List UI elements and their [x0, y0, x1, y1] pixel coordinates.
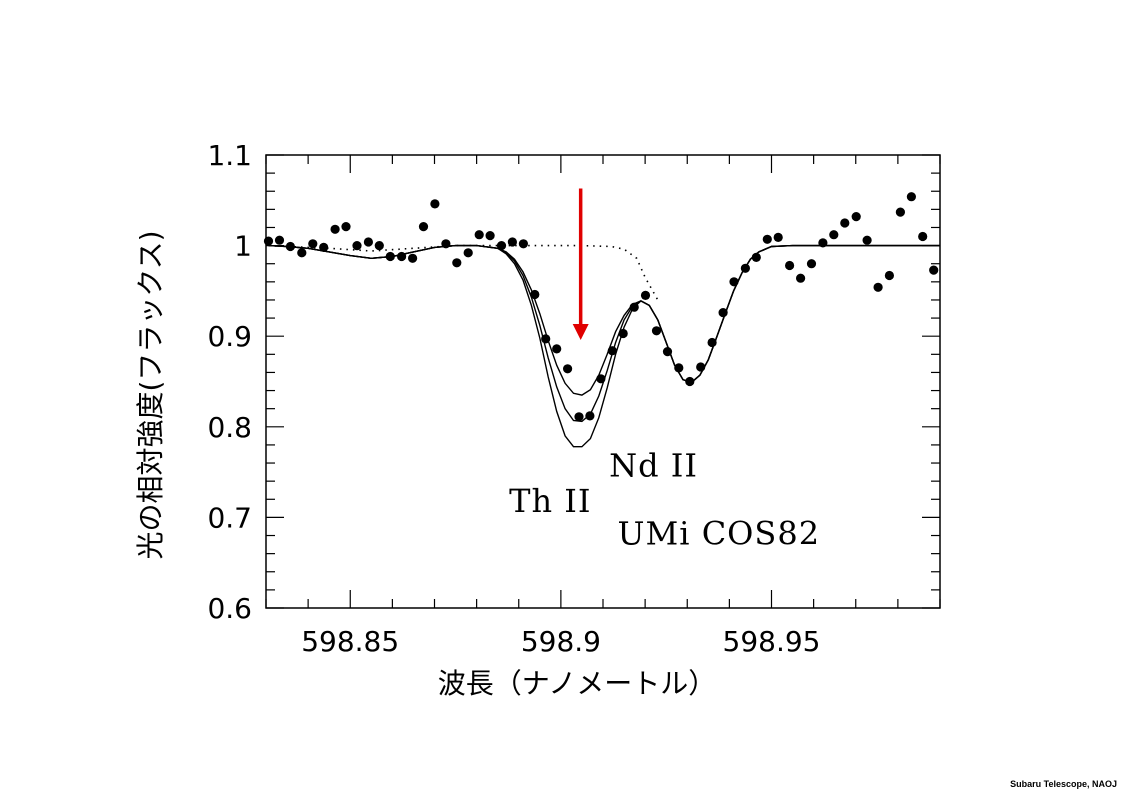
annotation-th-ii: Th II — [509, 482, 591, 520]
data-point — [330, 224, 340, 234]
x-tick-label: 598.85 — [301, 625, 399, 658]
data-point — [363, 237, 373, 247]
observed-points — [263, 192, 939, 422]
th-line-arrow — [572, 188, 589, 341]
data-point — [308, 239, 318, 249]
data-point — [685, 376, 695, 387]
data-point — [430, 199, 440, 209]
data-point — [374, 241, 384, 251]
data-point — [385, 251, 395, 262]
y-tick-label: 1 — [234, 230, 252, 263]
data-point — [463, 248, 473, 258]
data-point — [829, 230, 839, 240]
data-point — [929, 265, 939, 275]
x-tick-label: 598.95 — [723, 625, 821, 658]
data-point — [485, 231, 495, 241]
credit-text: Subaru Telescope, NAOJ — [1010, 779, 1117, 789]
y-tick-label: 0.7 — [207, 501, 252, 534]
data-point — [884, 270, 895, 281]
data-point — [662, 347, 673, 357]
data-point — [596, 374, 606, 384]
x-tick-label: 598.9 — [521, 625, 601, 658]
data-point — [618, 328, 628, 339]
arrow-head — [572, 324, 589, 341]
tick-labels: 598.85 598.9 598.95 0.6 0.7 0.8 0.9 1 1.1 — [207, 139, 820, 658]
y-axis-title: 光の相対強度(フラックス) — [134, 230, 167, 559]
data-point — [918, 231, 928, 242]
data-point — [607, 346, 617, 356]
data-point — [285, 241, 295, 252]
data-point — [574, 412, 584, 422]
data-point — [341, 222, 351, 232]
data-point — [541, 334, 551, 344]
data-point — [696, 362, 706, 372]
data-point — [297, 248, 307, 258]
data-point — [319, 242, 329, 252]
data-point — [895, 207, 906, 217]
data-point — [785, 260, 795, 271]
data-point — [851, 212, 861, 222]
data-point — [274, 235, 285, 245]
data-point — [629, 302, 639, 312]
data-point — [762, 234, 772, 244]
data-point — [496, 241, 507, 251]
data-point — [751, 252, 761, 262]
y-tick-label: 0.8 — [207, 411, 252, 444]
data-point — [651, 326, 662, 336]
data-point — [518, 239, 529, 249]
data-point — [563, 364, 573, 374]
annotation-star-name: UMi COS82 — [618, 515, 821, 553]
data-point — [674, 363, 684, 373]
synthetic-curve-3 — [268, 244, 940, 448]
data-point — [452, 258, 462, 268]
annotation-nd-ii: Nd II — [609, 447, 698, 485]
data-point — [796, 273, 806, 283]
y-tick-label: 0.9 — [207, 320, 252, 353]
synthetic-curve-2 — [268, 244, 940, 423]
plot-frame — [265, 154, 941, 609]
data-point — [862, 235, 872, 245]
model-curves — [268, 244, 940, 448]
data-point — [397, 251, 407, 262]
data-point — [818, 238, 828, 248]
synthetic-curve-1 — [268, 244, 940, 396]
data-point — [740, 263, 751, 273]
data-point — [729, 277, 739, 287]
data-point — [585, 411, 595, 421]
data-point — [441, 239, 451, 249]
data-point — [707, 337, 717, 348]
data-point — [718, 308, 728, 318]
y-tick-label: 0.6 — [207, 592, 252, 625]
y-tick-label: 1.1 — [207, 139, 252, 172]
data-point — [418, 222, 429, 232]
data-point — [906, 192, 917, 202]
data-point — [352, 241, 362, 251]
data-point — [552, 344, 562, 354]
x-axis-title: 波長（ナノメートル） — [438, 667, 717, 700]
data-point — [873, 282, 883, 292]
data-point — [773, 232, 783, 242]
continuum-dotted-curve — [268, 244, 659, 301]
data-point — [408, 253, 418, 263]
data-point — [806, 259, 817, 269]
data-point — [840, 218, 850, 228]
data-point — [530, 289, 540, 300]
data-point — [474, 230, 484, 240]
data-point — [640, 290, 651, 300]
data-point — [507, 237, 517, 247]
